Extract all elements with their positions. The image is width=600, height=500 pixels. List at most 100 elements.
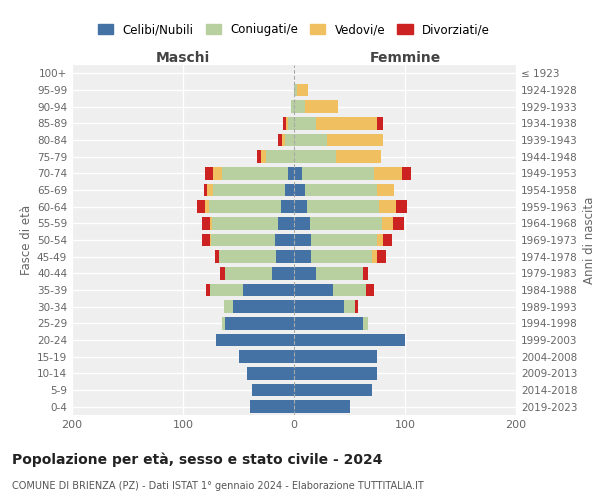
Bar xyxy=(281,200,294,213)
Bar xyxy=(401,167,410,179)
Bar xyxy=(316,267,363,280)
Bar xyxy=(336,150,380,163)
Bar xyxy=(206,284,209,296)
Bar xyxy=(209,234,211,246)
Bar xyxy=(212,217,278,230)
Bar xyxy=(382,217,393,230)
Bar xyxy=(202,217,209,230)
Bar xyxy=(224,300,233,313)
Bar xyxy=(294,117,316,130)
Bar xyxy=(290,100,294,113)
Bar xyxy=(282,134,285,146)
Text: COMUNE DI BRIENZA (PZ) - Dati ISTAT 1° gennaio 2024 - Elaborazione TUTTITALIA.IT: COMUNE DI BRIENZA (PZ) - Dati ISTAT 1° g… xyxy=(12,481,424,491)
Bar xyxy=(294,400,349,413)
Bar xyxy=(209,284,243,296)
Bar xyxy=(217,334,294,346)
Bar xyxy=(377,234,383,246)
Bar xyxy=(289,117,294,130)
Bar xyxy=(294,200,307,213)
Bar xyxy=(316,117,377,130)
Bar xyxy=(289,167,294,179)
Bar xyxy=(276,250,294,263)
Bar xyxy=(257,150,260,163)
Bar xyxy=(298,84,308,96)
Bar xyxy=(278,134,282,146)
Bar xyxy=(278,217,294,230)
Y-axis label: Fasce di età: Fasce di età xyxy=(20,205,33,275)
Bar xyxy=(372,250,377,263)
Legend: Celibi/Nubili, Coniugati/e, Vedovi/e, Divorziati/e: Celibi/Nubili, Coniugati/e, Vedovi/e, Di… xyxy=(93,18,495,41)
Bar xyxy=(247,367,294,380)
Bar xyxy=(208,184,213,196)
Bar xyxy=(283,117,286,130)
Bar xyxy=(294,100,305,113)
Bar xyxy=(302,167,374,179)
Bar xyxy=(305,100,338,113)
Bar xyxy=(197,200,205,213)
Text: Maschi: Maschi xyxy=(156,51,210,65)
Bar xyxy=(311,250,372,263)
Bar xyxy=(272,267,294,280)
Bar xyxy=(344,300,355,313)
Bar xyxy=(266,150,294,163)
Bar xyxy=(294,150,336,163)
Bar xyxy=(211,234,275,246)
Bar xyxy=(285,134,294,146)
Bar xyxy=(294,217,310,230)
Bar xyxy=(294,134,328,146)
Bar xyxy=(252,384,294,396)
Bar xyxy=(328,134,383,146)
Bar xyxy=(250,400,294,413)
Bar xyxy=(310,217,382,230)
Bar xyxy=(260,150,266,163)
Bar xyxy=(275,234,294,246)
Bar xyxy=(294,317,363,330)
Bar xyxy=(225,317,294,330)
Bar xyxy=(294,384,372,396)
Bar xyxy=(213,167,222,179)
Bar xyxy=(285,184,294,196)
Bar xyxy=(243,284,294,296)
Bar xyxy=(222,317,225,330)
Bar xyxy=(233,300,294,313)
Bar xyxy=(222,167,289,179)
Bar xyxy=(205,167,213,179)
Bar xyxy=(393,217,404,230)
Bar xyxy=(294,84,298,96)
Bar xyxy=(202,234,209,246)
Bar xyxy=(286,117,289,130)
Text: Popolazione per età, sesso e stato civile - 2024: Popolazione per età, sesso e stato civil… xyxy=(12,452,383,467)
Bar xyxy=(294,250,311,263)
Bar xyxy=(294,267,316,280)
Bar xyxy=(363,317,368,330)
Bar xyxy=(213,184,285,196)
Bar xyxy=(305,184,377,196)
Bar xyxy=(377,250,386,263)
Bar xyxy=(218,250,276,263)
Bar xyxy=(209,217,212,230)
Bar xyxy=(204,184,208,196)
Bar xyxy=(205,200,209,213)
Bar xyxy=(209,200,281,213)
Bar xyxy=(294,350,377,363)
Bar xyxy=(307,200,379,213)
Bar xyxy=(374,167,401,179)
Bar xyxy=(366,284,374,296)
Bar xyxy=(225,267,272,280)
Bar xyxy=(215,250,218,263)
Bar xyxy=(379,200,396,213)
Bar xyxy=(294,334,405,346)
Bar xyxy=(239,350,294,363)
Bar xyxy=(294,284,333,296)
Bar xyxy=(220,267,225,280)
Bar xyxy=(396,200,407,213)
Text: Femmine: Femmine xyxy=(370,51,440,65)
Bar xyxy=(294,300,344,313)
Bar xyxy=(311,234,377,246)
Bar xyxy=(377,184,394,196)
Bar xyxy=(294,367,377,380)
Y-axis label: Anni di nascita: Anni di nascita xyxy=(583,196,596,284)
Bar xyxy=(383,234,392,246)
Bar xyxy=(294,234,311,246)
Bar xyxy=(294,184,305,196)
